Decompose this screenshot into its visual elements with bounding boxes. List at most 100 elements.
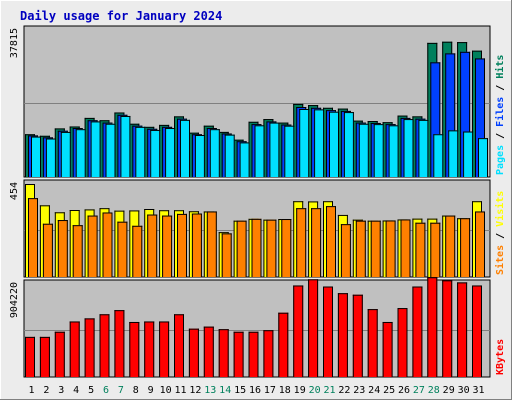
bar-pages-day-1 (31, 136, 41, 177)
x-tick-label: 3 (58, 385, 64, 396)
bar-sites-day-2 (42, 223, 53, 277)
bar-pages-day-20 (314, 109, 325, 177)
x-tick-label: 18 (279, 385, 291, 396)
bar-sites-day-20 (311, 208, 322, 277)
bar-sites-day-15 (236, 220, 247, 277)
bar-kbytes-day-24 (367, 309, 378, 377)
bar-sites-day-5 (87, 215, 98, 277)
x-tick-label: 9 (148, 385, 154, 396)
x-tick-label: 20 (309, 385, 321, 396)
panel-1: 37815 Pages / Files / Hits (9, 25, 506, 178)
bar-pages-day-27 (418, 119, 429, 177)
x-tick-label: 8 (133, 385, 139, 396)
legend-files: Files (494, 97, 506, 127)
bar-sites-day-25 (385, 220, 396, 277)
bar-sites-day-10 (162, 215, 173, 277)
chart-title: Daily usage for January 2024 (20, 9, 222, 23)
bar-kbytes-day-16 (248, 331, 259, 377)
bar-pages-day-14 (224, 134, 235, 177)
x-tick-label: 6 (103, 385, 109, 396)
bar-sites-day-6 (102, 212, 113, 277)
bar-pages-day-8 (135, 126, 146, 177)
bar-pages-day-23 (358, 123, 369, 177)
x-tick-label: 21 (323, 385, 335, 396)
panel-3-axis-max-label: 904220 (9, 282, 20, 318)
bar-kbytes-day-19 (293, 285, 304, 377)
x-tick-label: 25 (383, 385, 395, 396)
bar-kbytes-day-29 (442, 280, 453, 377)
bar-pages-day-10 (165, 128, 176, 177)
x-tick-label: 28 (428, 385, 440, 396)
x-tick-label: 15 (234, 385, 246, 396)
bar-kbytes-day-13 (203, 326, 214, 377)
bar-sites-day-23 (355, 220, 366, 277)
bar-pages-day-15 (239, 142, 250, 177)
bar-sites-day-1 (28, 198, 38, 277)
panel-2-legend: Sites / Visits (494, 191, 506, 275)
svg-text:Pages / Files / Hits: Pages / Files / Hits (494, 55, 506, 175)
x-tick-label: 4 (73, 385, 79, 396)
bar-kbytes-day-9 (144, 321, 155, 377)
legend-hits: Hits (494, 55, 506, 79)
x-tick-label: 16 (249, 385, 261, 396)
x-tick-label: 19 (294, 385, 306, 396)
bar-sites-day-29 (445, 215, 456, 277)
bar-kbytes-day-4 (69, 321, 80, 377)
bar-pages-day-4 (75, 129, 86, 177)
bar-sites-day-26 (400, 219, 411, 277)
bar-kbytes-day-10 (159, 321, 170, 377)
bar-sites-day-12 (191, 213, 202, 277)
bar-sites-day-30 (460, 218, 471, 277)
bar-pages-day-29 (448, 130, 459, 177)
bar-kbytes-day-7 (114, 310, 125, 377)
bar-pages-day-28 (433, 134, 444, 177)
bar-kbytes-day-25 (382, 321, 393, 377)
x-tick-label: 27 (413, 385, 425, 396)
chart-panels: 37815 Pages / Files / Hits 454 Sites / Visi… (9, 25, 506, 378)
bar-sites-day-13 (206, 211, 217, 277)
legend-kbytes: KBytes (495, 339, 506, 375)
bar-kbytes-day-31 (472, 285, 482, 377)
bar-pages-day-5 (90, 121, 101, 177)
bar-sites-day-31 (475, 211, 485, 277)
bar-sites-day-7 (117, 221, 128, 277)
bar-kbytes-day-2 (39, 336, 50, 377)
series-kbytes (25, 277, 482, 377)
series-sites (28, 198, 485, 277)
bar-pages-day-24 (373, 124, 384, 177)
x-tick-label: 31 (472, 385, 484, 396)
bar-kbytes-day-30 (457, 282, 468, 377)
bar-pages-day-11 (180, 119, 190, 177)
bar-kbytes-day-6 (99, 314, 110, 377)
x-tick-label: 7 (118, 385, 124, 396)
bar-pages-day-17 (269, 122, 280, 177)
bar-sites-day-27 (415, 222, 426, 277)
bar-sites-day-18 (281, 219, 292, 277)
legend-pages: Pages (495, 145, 506, 175)
bar-pages-day-25 (388, 125, 399, 177)
x-tick-label: 22 (338, 385, 350, 396)
x-tick-label: 17 (264, 385, 276, 396)
x-tick-label: 24 (368, 385, 380, 396)
bar-kbytes-day-17 (263, 330, 274, 377)
bar-pages-day-16 (254, 125, 265, 177)
panel-2-axis-max-label: 454 (9, 182, 20, 200)
legend-visits: Visits (494, 191, 506, 227)
bar-pages-day-13 (209, 129, 220, 177)
bar-pages-day-2 (45, 138, 56, 177)
bar-kbytes-day-21 (323, 286, 333, 377)
bar-sites-day-16 (251, 218, 262, 277)
bar-kbytes-day-12 (188, 328, 199, 377)
legend-sites: Sites (494, 245, 506, 275)
x-tick-label: 11 (174, 385, 186, 396)
bar-pages-day-6 (105, 123, 116, 177)
bar-sites-day-21 (326, 206, 336, 277)
bar-pages-day-30 (463, 131, 474, 177)
bar-sites-day-4 (72, 225, 83, 277)
bar-kbytes-day-27 (412, 286, 423, 377)
bar-kbytes-day-14 (218, 329, 229, 377)
bar-pages-day-19 (299, 108, 310, 177)
panel-3-legend: KBytes (495, 339, 506, 375)
bar-kbytes-day-3 (54, 331, 65, 377)
x-axis-labels: 1 2 3 4 5 6 7 8 9 10 11 12 13 14 15 16 17 18 19 20 21 22 23 24 2… (28, 385, 484, 396)
